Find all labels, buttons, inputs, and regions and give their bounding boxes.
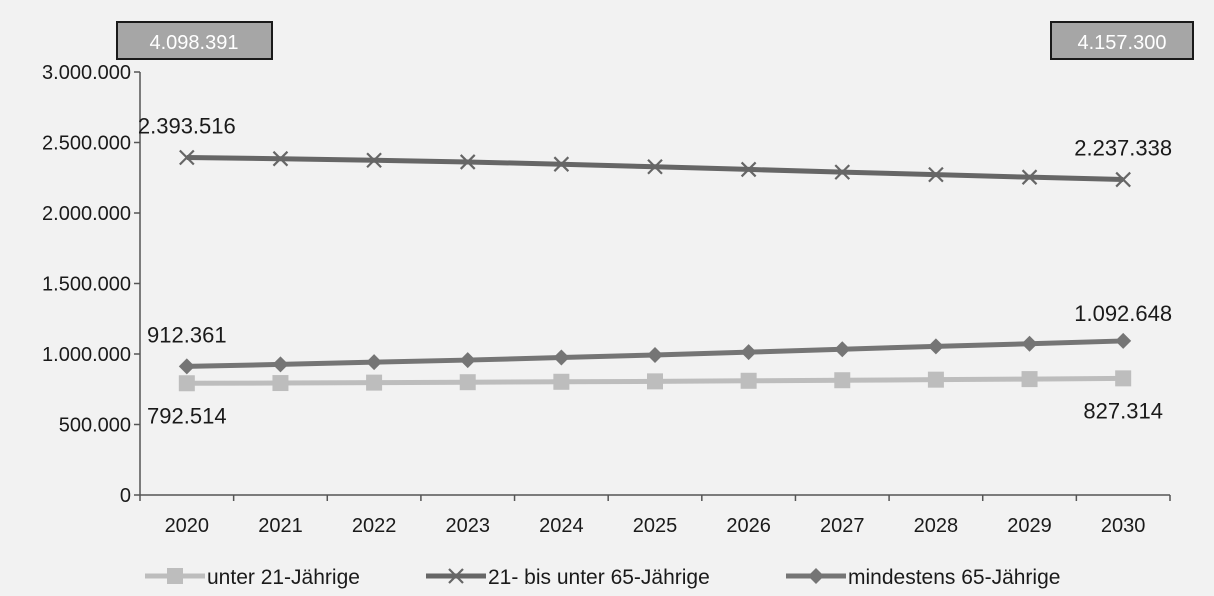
data-point bbox=[366, 152, 382, 169]
legend-entry-1: unter 21-Jährige bbox=[145, 566, 360, 589]
y-tick-label: 1.000.000 bbox=[42, 344, 131, 366]
data-point bbox=[834, 372, 851, 389]
data-label: 1.092.648 bbox=[1074, 301, 1172, 326]
y-axis: 0 500.000 1.000.000 1.500.000 2.000.000 2.500… bbox=[42, 62, 141, 507]
x-axis: 2020 2021 2022 2023 2024 2025 2026 2027 2028 2029… bbox=[139, 494, 1171, 537]
data-label: 792.514 bbox=[147, 403, 227, 428]
data-point bbox=[1021, 371, 1038, 388]
data-label: 2.393.516 bbox=[138, 114, 236, 139]
x-tick-label: 2030 bbox=[1101, 515, 1146, 537]
data-point bbox=[927, 338, 944, 355]
data-point bbox=[272, 150, 289, 167]
x-tick-label: 2029 bbox=[1007, 515, 1052, 537]
data-point bbox=[272, 375, 289, 392]
legend: unter 21-Jährige 21- bis unter 65-Jährige… bbox=[145, 566, 1060, 589]
y-tick-label: 1.500.000 bbox=[42, 274, 131, 296]
x-tick-label: 2025 bbox=[633, 515, 678, 537]
legend-label: unter 21-Jährige bbox=[207, 566, 360, 589]
data-point bbox=[459, 374, 476, 391]
data-point bbox=[272, 356, 289, 373]
total-start-label: 4.098.391 bbox=[150, 32, 239, 54]
y-tick-label: 2.000.000 bbox=[42, 203, 131, 225]
data-point bbox=[366, 354, 383, 371]
data-point bbox=[928, 166, 944, 183]
data-point bbox=[178, 358, 195, 375]
data-point bbox=[1115, 370, 1132, 387]
y-tick-label: 0 bbox=[120, 485, 131, 507]
total-end-label: 4.157.300 bbox=[1078, 32, 1167, 54]
series-3 bbox=[178, 332, 1132, 375]
data-label: 827.314 bbox=[1083, 398, 1163, 423]
total-box-end: 4.157.300 bbox=[1050, 21, 1194, 60]
x-tick-label: 2028 bbox=[914, 515, 959, 537]
x-tick-label: 2022 bbox=[352, 515, 397, 537]
data-point bbox=[834, 341, 851, 358]
data-point bbox=[1115, 171, 1131, 188]
data-point bbox=[1021, 169, 1038, 185]
data-point bbox=[647, 158, 663, 175]
data-point bbox=[179, 149, 195, 166]
x-tick-label: 2023 bbox=[445, 515, 490, 537]
total-box-start: 4.098.391 bbox=[116, 21, 273, 60]
data-point bbox=[647, 373, 663, 390]
legend-label: mindestens 65-Jährige bbox=[848, 566, 1060, 589]
data-point bbox=[553, 373, 570, 390]
x-tick-label: 2024 bbox=[539, 515, 584, 537]
data-point bbox=[459, 352, 476, 369]
data-point bbox=[740, 344, 757, 361]
x-tick-label: 2020 bbox=[165, 515, 210, 537]
data-label: 912.361 bbox=[147, 322, 227, 347]
data-point bbox=[178, 375, 195, 392]
data-point bbox=[740, 372, 757, 389]
data-point bbox=[647, 346, 663, 363]
data-point bbox=[553, 156, 570, 172]
y-tick-label: 3.000.000 bbox=[42, 62, 131, 84]
y-tick-label: 2.500.000 bbox=[42, 133, 131, 155]
series-layer bbox=[178, 149, 1132, 392]
series-2 bbox=[179, 149, 1131, 188]
legend-entry-2: 21- bis unter 65-Jährige bbox=[426, 566, 710, 589]
x-tick-label: 2027 bbox=[820, 515, 865, 537]
data-label: 2.237.338 bbox=[1074, 136, 1172, 161]
data-labels: 792.514 827.314 2.393.516 2.237.338 912.361 1… bbox=[138, 114, 1172, 429]
legend-entry-3: mindestens 65-Jährige bbox=[786, 566, 1060, 589]
legend-marker bbox=[167, 568, 183, 584]
data-point bbox=[459, 154, 476, 170]
data-point bbox=[927, 371, 944, 388]
data-point bbox=[740, 161, 757, 178]
data-point bbox=[1021, 335, 1038, 352]
data-point bbox=[834, 164, 851, 180]
legend-marker bbox=[448, 568, 464, 584]
data-point bbox=[553, 349, 570, 366]
x-tick-label: 2026 bbox=[726, 515, 771, 537]
data-point bbox=[1115, 332, 1132, 349]
legend-label: 21- bis unter 65-Jährige bbox=[488, 566, 710, 589]
x-tick-label: 2021 bbox=[258, 515, 303, 537]
y-tick-label: 500.000 bbox=[59, 415, 131, 437]
series-1 bbox=[178, 370, 1132, 392]
legend-marker bbox=[808, 568, 824, 584]
data-point bbox=[366, 374, 383, 391]
